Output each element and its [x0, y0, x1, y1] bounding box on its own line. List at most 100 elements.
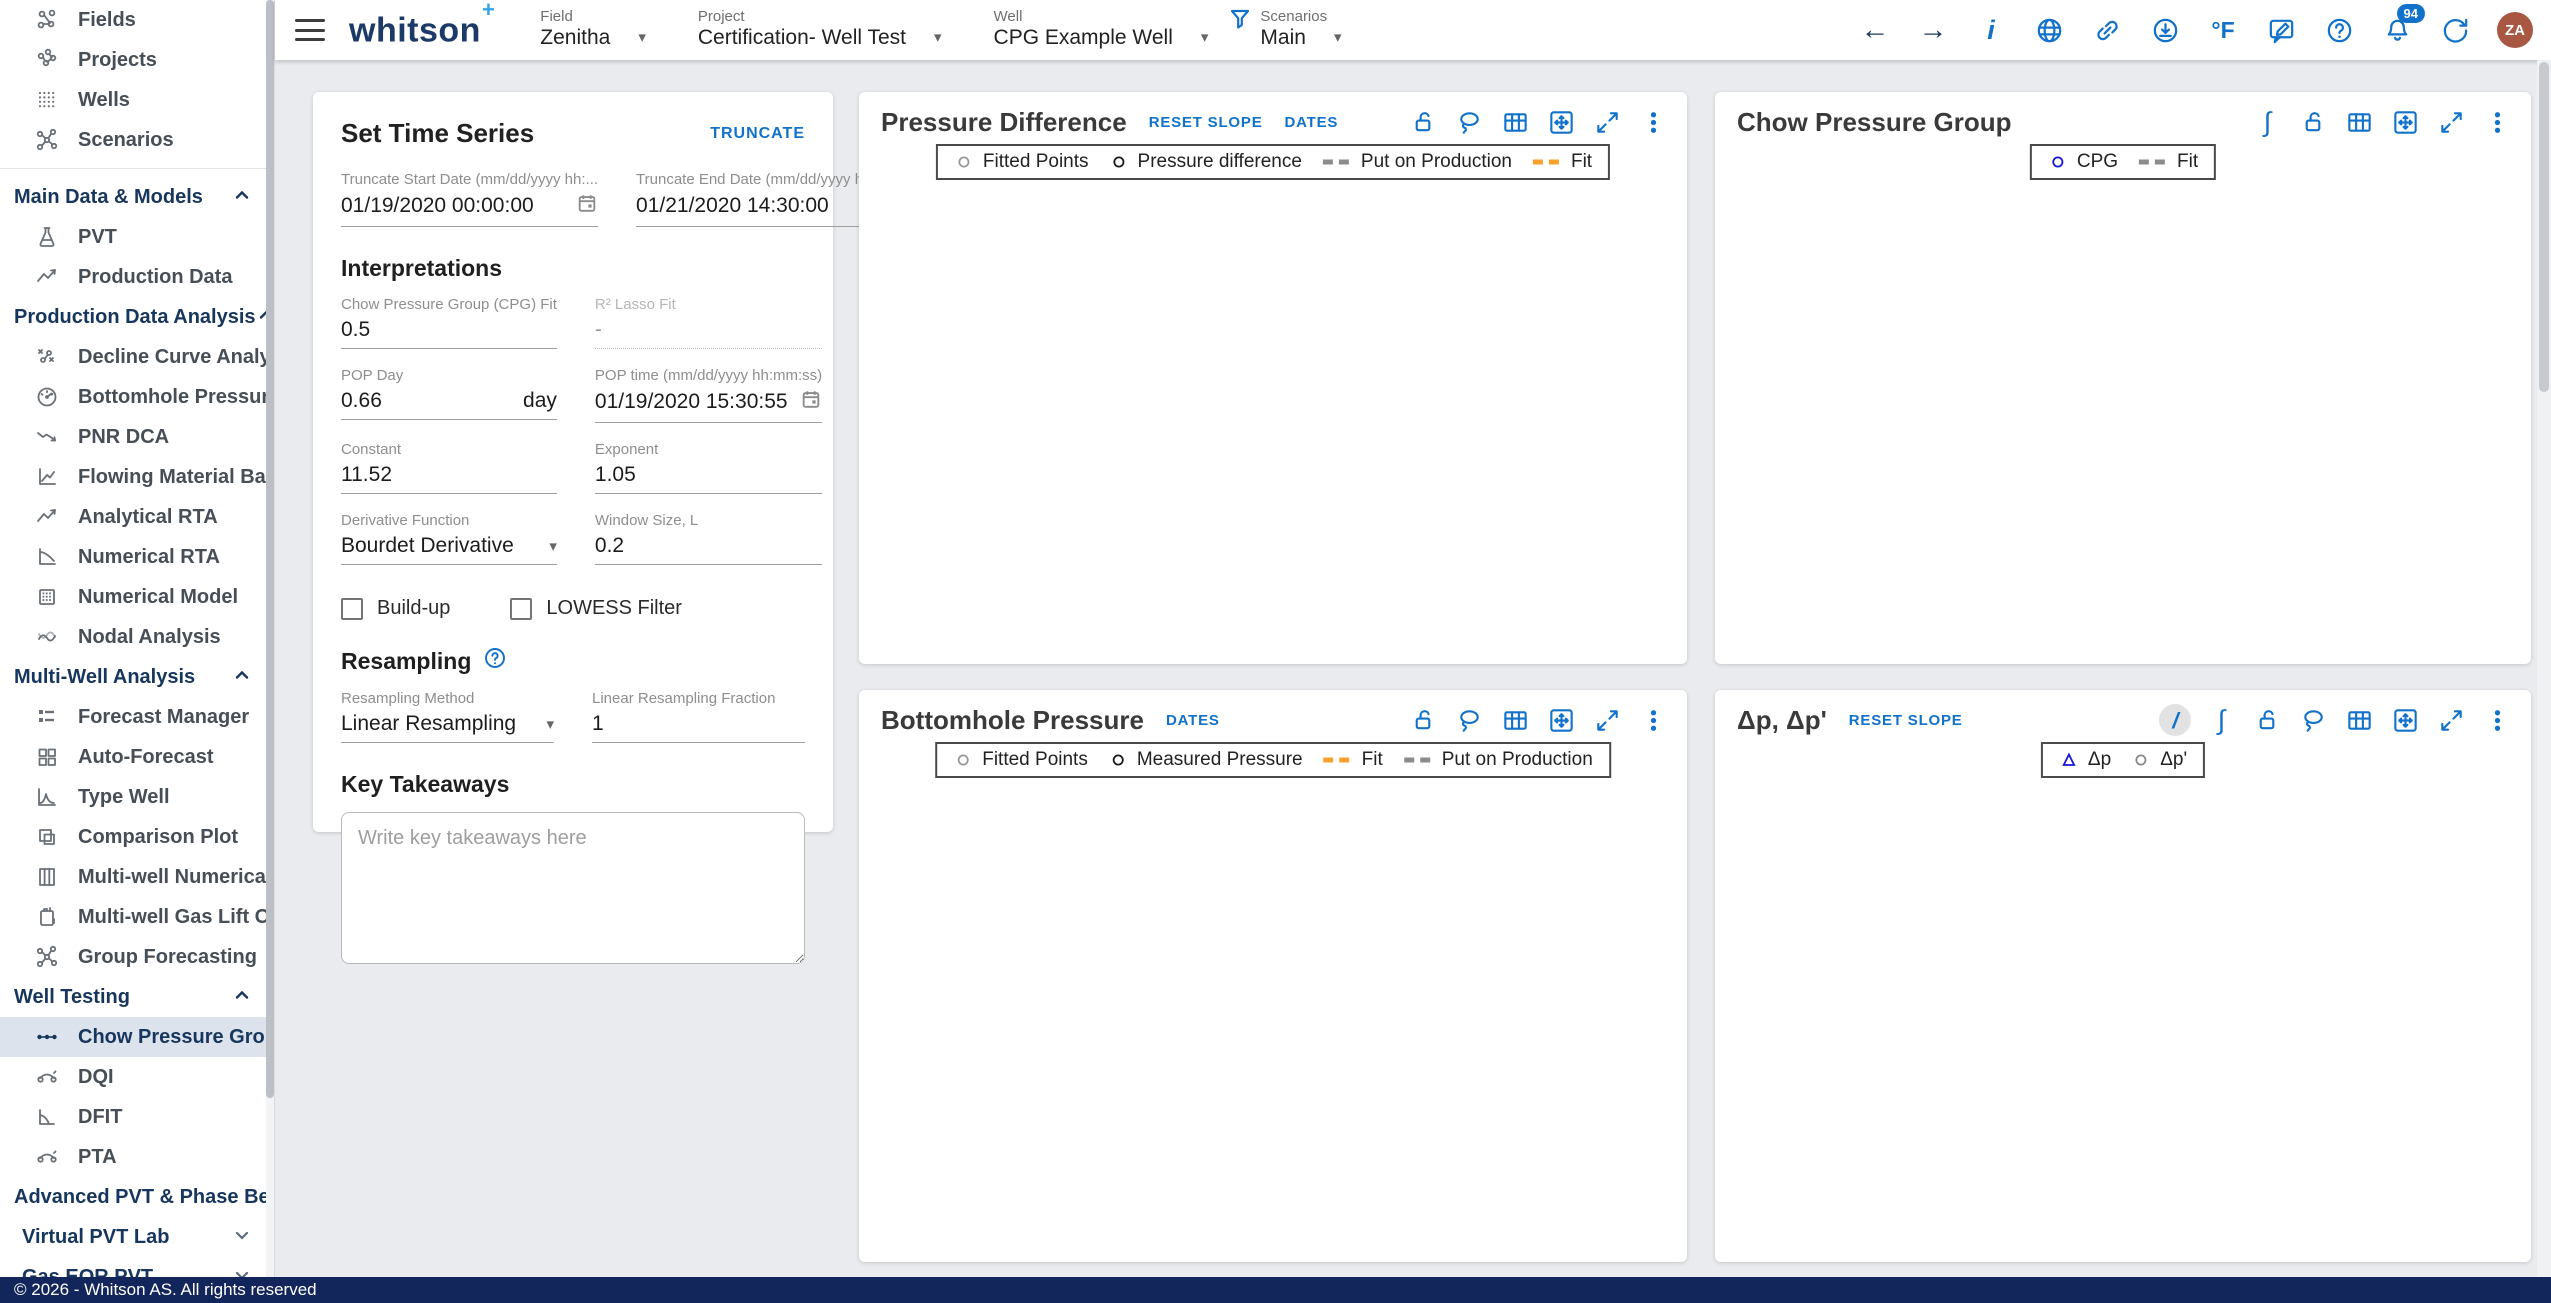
- sidebar-item-analytical-rta[interactable]: Analytical RTA: [0, 497, 274, 537]
- sidebar-item-wells[interactable]: Wells: [0, 80, 274, 120]
- center-icon[interactable]: [2389, 704, 2421, 736]
- sidebar-item-numerical-rta[interactable]: Numerical RTA: [0, 537, 274, 577]
- legend-item[interactable]: Fit: [2139, 151, 2199, 172]
- reset-slope-button[interactable]: RESET SLOPE: [1848, 711, 1963, 729]
- cpg-fit-field[interactable]: Chow Pressure Group (CPG) Fit 0.5: [341, 296, 557, 349]
- sidebar-item-pvt[interactable]: PVT: [0, 217, 274, 257]
- sidebar-item-fields[interactable]: Fields: [0, 0, 274, 40]
- sidebar-item-projects[interactable]: Projects: [0, 40, 274, 80]
- sidebar-item-auto-forecast[interactable]: Auto-Forecast: [0, 737, 274, 777]
- filter-funnel-icon[interactable]: [1228, 7, 1252, 36]
- sidebar-scrollbar[interactable]: [266, 0, 274, 1277]
- legend-item[interactable]: Δp: [2059, 749, 2111, 771]
- integral-icon[interactable]: ∫345678910−1234567891210−1234567891Time …: [2251, 106, 2283, 138]
- help-icon[interactable]: [483, 646, 507, 676]
- lasso-icon[interactable]: [1453, 704, 1485, 736]
- temperature-unit-icon[interactable]: °F: [2211, 17, 2235, 43]
- resampling-fraction-field[interactable]: Linear Resampling Fraction 1: [592, 690, 805, 743]
- download-icon[interactable]: [2149, 14, 2181, 46]
- back-arrow-icon[interactable]: ←: [1860, 14, 1890, 46]
- checkbox-build-up[interactable]: Build-up: [341, 597, 450, 620]
- table-icon[interactable]: [2343, 106, 2375, 138]
- dates-button[interactable]: DATES: [1165, 711, 1220, 729]
- sidebar-item-production-data[interactable]: Production Data: [0, 257, 274, 297]
- unlock-icon[interactable]: [2251, 704, 2283, 736]
- sidebar-group-virtual-pvt-lab[interactable]: Virtual PVT Lab: [0, 1217, 274, 1257]
- lasso-icon[interactable]: [2297, 704, 2329, 736]
- legend-item[interactable]: Fitted Points: [953, 749, 1088, 771]
- sidebar-section-multi-well-analysis[interactable]: Multi-Well Analysis: [0, 657, 274, 697]
- constant-field[interactable]: Constant 11.52: [341, 441, 557, 494]
- slash-icon[interactable]: /10−32510−22510−1251251010−1234567891234…: [2159, 704, 2191, 736]
- sidebar-item-scenarios[interactable]: Scenarios: [0, 120, 274, 160]
- legend-item[interactable]: Put on Production: [1322, 151, 1512, 172]
- info-icon[interactable]: i: [1975, 14, 2007, 46]
- chart-plot[interactable]: [1715, 736, 2531, 1262]
- sidebar-item-flowing-material-balance[interactable]: Flowing Material Balance: [0, 457, 274, 497]
- dates-button[interactable]: DATES: [1284, 113, 1339, 131]
- chart-plot[interactable]: [1715, 138, 2531, 664]
- center-icon[interactable]: [1545, 106, 1577, 138]
- sidebar-item-multi-well-numerical-model[interactable]: Multi-well Numerical Model: [0, 857, 274, 897]
- exponent-field[interactable]: Exponent 1.05: [594, 441, 823, 494]
- pop-time-field[interactable]: POP time (mm/dd/yyyy hh:mm:ss) 01/19/202…: [594, 367, 823, 423]
- window-size-field[interactable]: Window Size, L 0.2: [594, 512, 823, 565]
- legend-item[interactable]: Put on Production: [1403, 749, 1593, 770]
- table-icon[interactable]: [1499, 704, 1531, 736]
- refresh-icon[interactable]: [2439, 14, 2471, 46]
- sidebar-item-pta[interactable]: PTA: [0, 1137, 274, 1177]
- chart-plot[interactable]: [859, 736, 1687, 1262]
- checkbox-lowess-filter[interactable]: LOWESS Filter: [510, 597, 682, 620]
- unlock-icon[interactable]: 10−22510−1251251010−12345678912345678910…: [1407, 106, 1439, 138]
- expand-icon[interactable]: [2435, 106, 2467, 138]
- lasso-icon[interactable]: [1453, 106, 1485, 138]
- help-icon[interactable]: [2323, 14, 2355, 46]
- pop-day-field[interactable]: POP Day 0.66 day: [341, 367, 557, 423]
- truncate-button[interactable]: TRUNCATE: [710, 124, 805, 142]
- sidebar-item-comparison-plot[interactable]: Comparison Plot: [0, 817, 274, 857]
- sidebar-item-dqi[interactable]: DQI: [0, 1057, 274, 1097]
- dots-icon[interactable]: [1637, 704, 1669, 736]
- sidebar-section-production-data-analysis[interactable]: Production Data Analysis: [0, 297, 274, 337]
- center-icon[interactable]: [2389, 106, 2421, 138]
- legend-item[interactable]: Fitted Points: [954, 151, 1089, 173]
- dots-icon[interactable]: [2481, 704, 2513, 736]
- legend-item[interactable]: CPG: [2048, 151, 2118, 173]
- page-scrollbar-thumb[interactable]: [2539, 62, 2549, 392]
- sidebar-item-dfit[interactable]: DFIT: [0, 1097, 274, 1137]
- chart-plot[interactable]: [859, 138, 1687, 664]
- select-field[interactable]: Field Zenitha ▾: [540, 8, 646, 50]
- bell-icon[interactable]: 94: [2381, 4, 2425, 46]
- legend-item[interactable]: Measured Pressure: [1108, 749, 1303, 771]
- dots-icon[interactable]: [1637, 106, 1669, 138]
- link-icon[interactable]: [2091, 14, 2123, 46]
- unlock-icon[interactable]: [2297, 106, 2329, 138]
- unlock-icon[interactable]: 00.511.522.5322032303240325032603270Time…: [1407, 704, 1439, 736]
- expand-icon[interactable]: [1591, 106, 1623, 138]
- sidebar-item-bottomhole-pressure[interactable]: Bottomhole Pressure: [0, 377, 274, 417]
- truncate-start-field[interactable]: Truncate Start Date (mm/dd/yyyy hh:... 0…: [341, 171, 599, 227]
- table-icon[interactable]: [1499, 106, 1531, 138]
- sidebar-item-type-well[interactable]: Type Well: [0, 777, 274, 817]
- legend-item[interactable]: Fit: [1323, 749, 1383, 770]
- expand-icon[interactable]: [2435, 704, 2467, 736]
- page-scrollbar[interactable]: [2537, 60, 2551, 1277]
- derivative-function-select[interactable]: Derivative Function Bourdet Derivative ▾: [341, 512, 557, 565]
- feedback-icon[interactable]: [2265, 14, 2297, 46]
- sidebar-item-multi-well-gas-lift-opt[interactable]: Multi-well Gas Lift Opt: [0, 897, 274, 937]
- center-icon[interactable]: [1545, 704, 1577, 736]
- calendar-icon[interactable]: [576, 192, 598, 220]
- calendar-icon[interactable]: [800, 388, 822, 416]
- sidebar-section-main-data-models[interactable]: Main Data & Models: [0, 177, 274, 217]
- forward-arrow-icon[interactable]: →: [1918, 14, 1948, 46]
- legend-item[interactable]: Fit: [1532, 151, 1593, 172]
- select-scenarios[interactable]: Scenarios Main ▾: [1260, 8, 1342, 50]
- sidebar-item-numerical-model[interactable]: Numerical Model: [0, 577, 274, 617]
- sidebar-section-advanced-pvt-phase-beh-[interactable]: Advanced PVT & Phase Beh...: [0, 1177, 274, 1217]
- sidebar-item-forecast-manager[interactable]: Forecast Manager: [0, 697, 274, 737]
- sidebar-item-decline-curve-analysis[interactable]: Decline Curve Analysis: [0, 337, 274, 377]
- sidebar-group-gas-eor-pvt[interactable]: Gas EOR PVT: [0, 1257, 274, 1277]
- legend-item[interactable]: Δp': [2131, 749, 2187, 771]
- key-takeaways-input[interactable]: [341, 812, 805, 964]
- sidebar-item-pnr-dca[interactable]: PNR DCA: [0, 417, 274, 457]
